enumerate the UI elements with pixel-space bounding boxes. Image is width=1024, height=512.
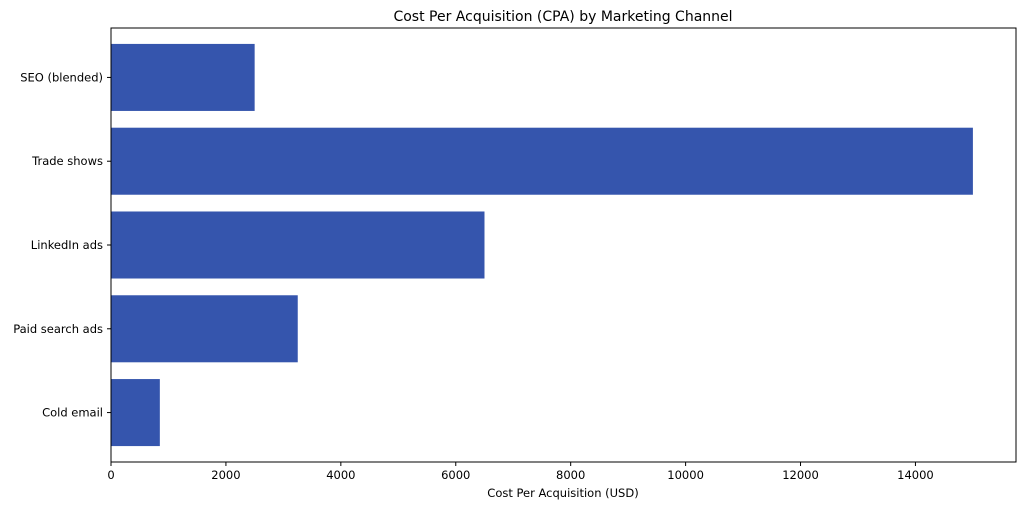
x-tick-label: 0 xyxy=(107,468,114,482)
x-tick-label: 10000 xyxy=(667,468,704,482)
x-tick-label: 8000 xyxy=(556,468,585,482)
x-tick-label: 14000 xyxy=(897,468,934,482)
x-tick-label: 6000 xyxy=(441,468,470,482)
bar-paid-search-ads xyxy=(111,295,298,363)
y-tick-label: Cold email xyxy=(42,406,103,420)
y-tick-label: Paid search ads xyxy=(13,322,103,336)
bar-cold-email xyxy=(111,379,160,447)
x-tick-label: 4000 xyxy=(326,468,355,482)
chart-title: Cost Per Acquisition (CPA) by Marketing … xyxy=(393,9,732,25)
y-tick-label: Trade shows xyxy=(31,154,103,168)
bar-trade-shows xyxy=(111,127,973,195)
x-axis-label: Cost Per Acquisition (USD) xyxy=(487,486,638,500)
y-tick-label: SEO (blended) xyxy=(20,70,103,84)
x-tick-label: 2000 xyxy=(211,468,240,482)
plot-frame xyxy=(110,27,1017,463)
bar-seo-blended- xyxy=(111,43,255,111)
y-tick-label: LinkedIn ads xyxy=(31,238,103,252)
bar-linkedin-ads xyxy=(111,211,485,279)
x-tick-label: 12000 xyxy=(782,468,819,482)
